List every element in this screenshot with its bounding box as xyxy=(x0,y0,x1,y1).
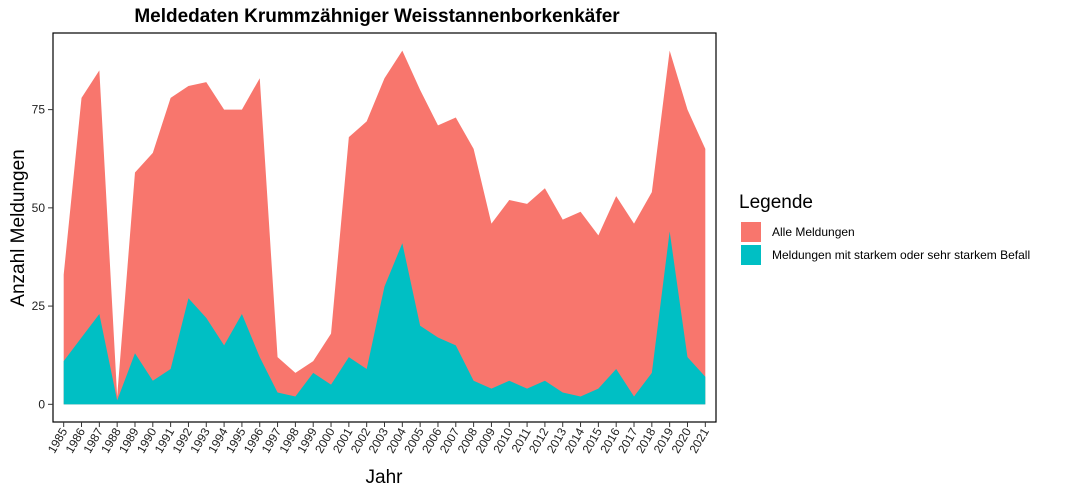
x-axis: 1985198619871988198919901991199219931994… xyxy=(45,422,712,456)
y-tick-label: 25 xyxy=(32,299,46,313)
x-tick-label: 2021 xyxy=(686,425,712,455)
plot-area xyxy=(63,50,706,405)
legend-swatch-alle-meldungen xyxy=(741,222,761,242)
legend-swatch-starker-befall xyxy=(741,245,761,265)
y-tick-label: 50 xyxy=(32,201,46,215)
x-axis-title: Jahr xyxy=(366,467,404,488)
legend-label-starker-befall: Meldungen mit starkem oder sehr starkem … xyxy=(772,248,1030,262)
y-tick-label: 75 xyxy=(32,103,46,117)
legend: Legende Alle Meldungen Meldungen mit sta… xyxy=(739,192,1030,265)
legend-label-alle-meldungen: Alle Meldungen xyxy=(772,225,855,239)
y-axis-title: Anzahl Meldungen xyxy=(8,149,29,306)
y-tick-label: 0 xyxy=(38,397,45,411)
legend-title: Legende xyxy=(739,192,813,213)
chart-title: Meldedaten Krummzähniger Weisstannenbork… xyxy=(134,6,620,27)
y-axis: 0 25 50 75 xyxy=(32,103,53,411)
area-series-1 xyxy=(63,231,706,405)
area-series-0 xyxy=(63,50,706,405)
